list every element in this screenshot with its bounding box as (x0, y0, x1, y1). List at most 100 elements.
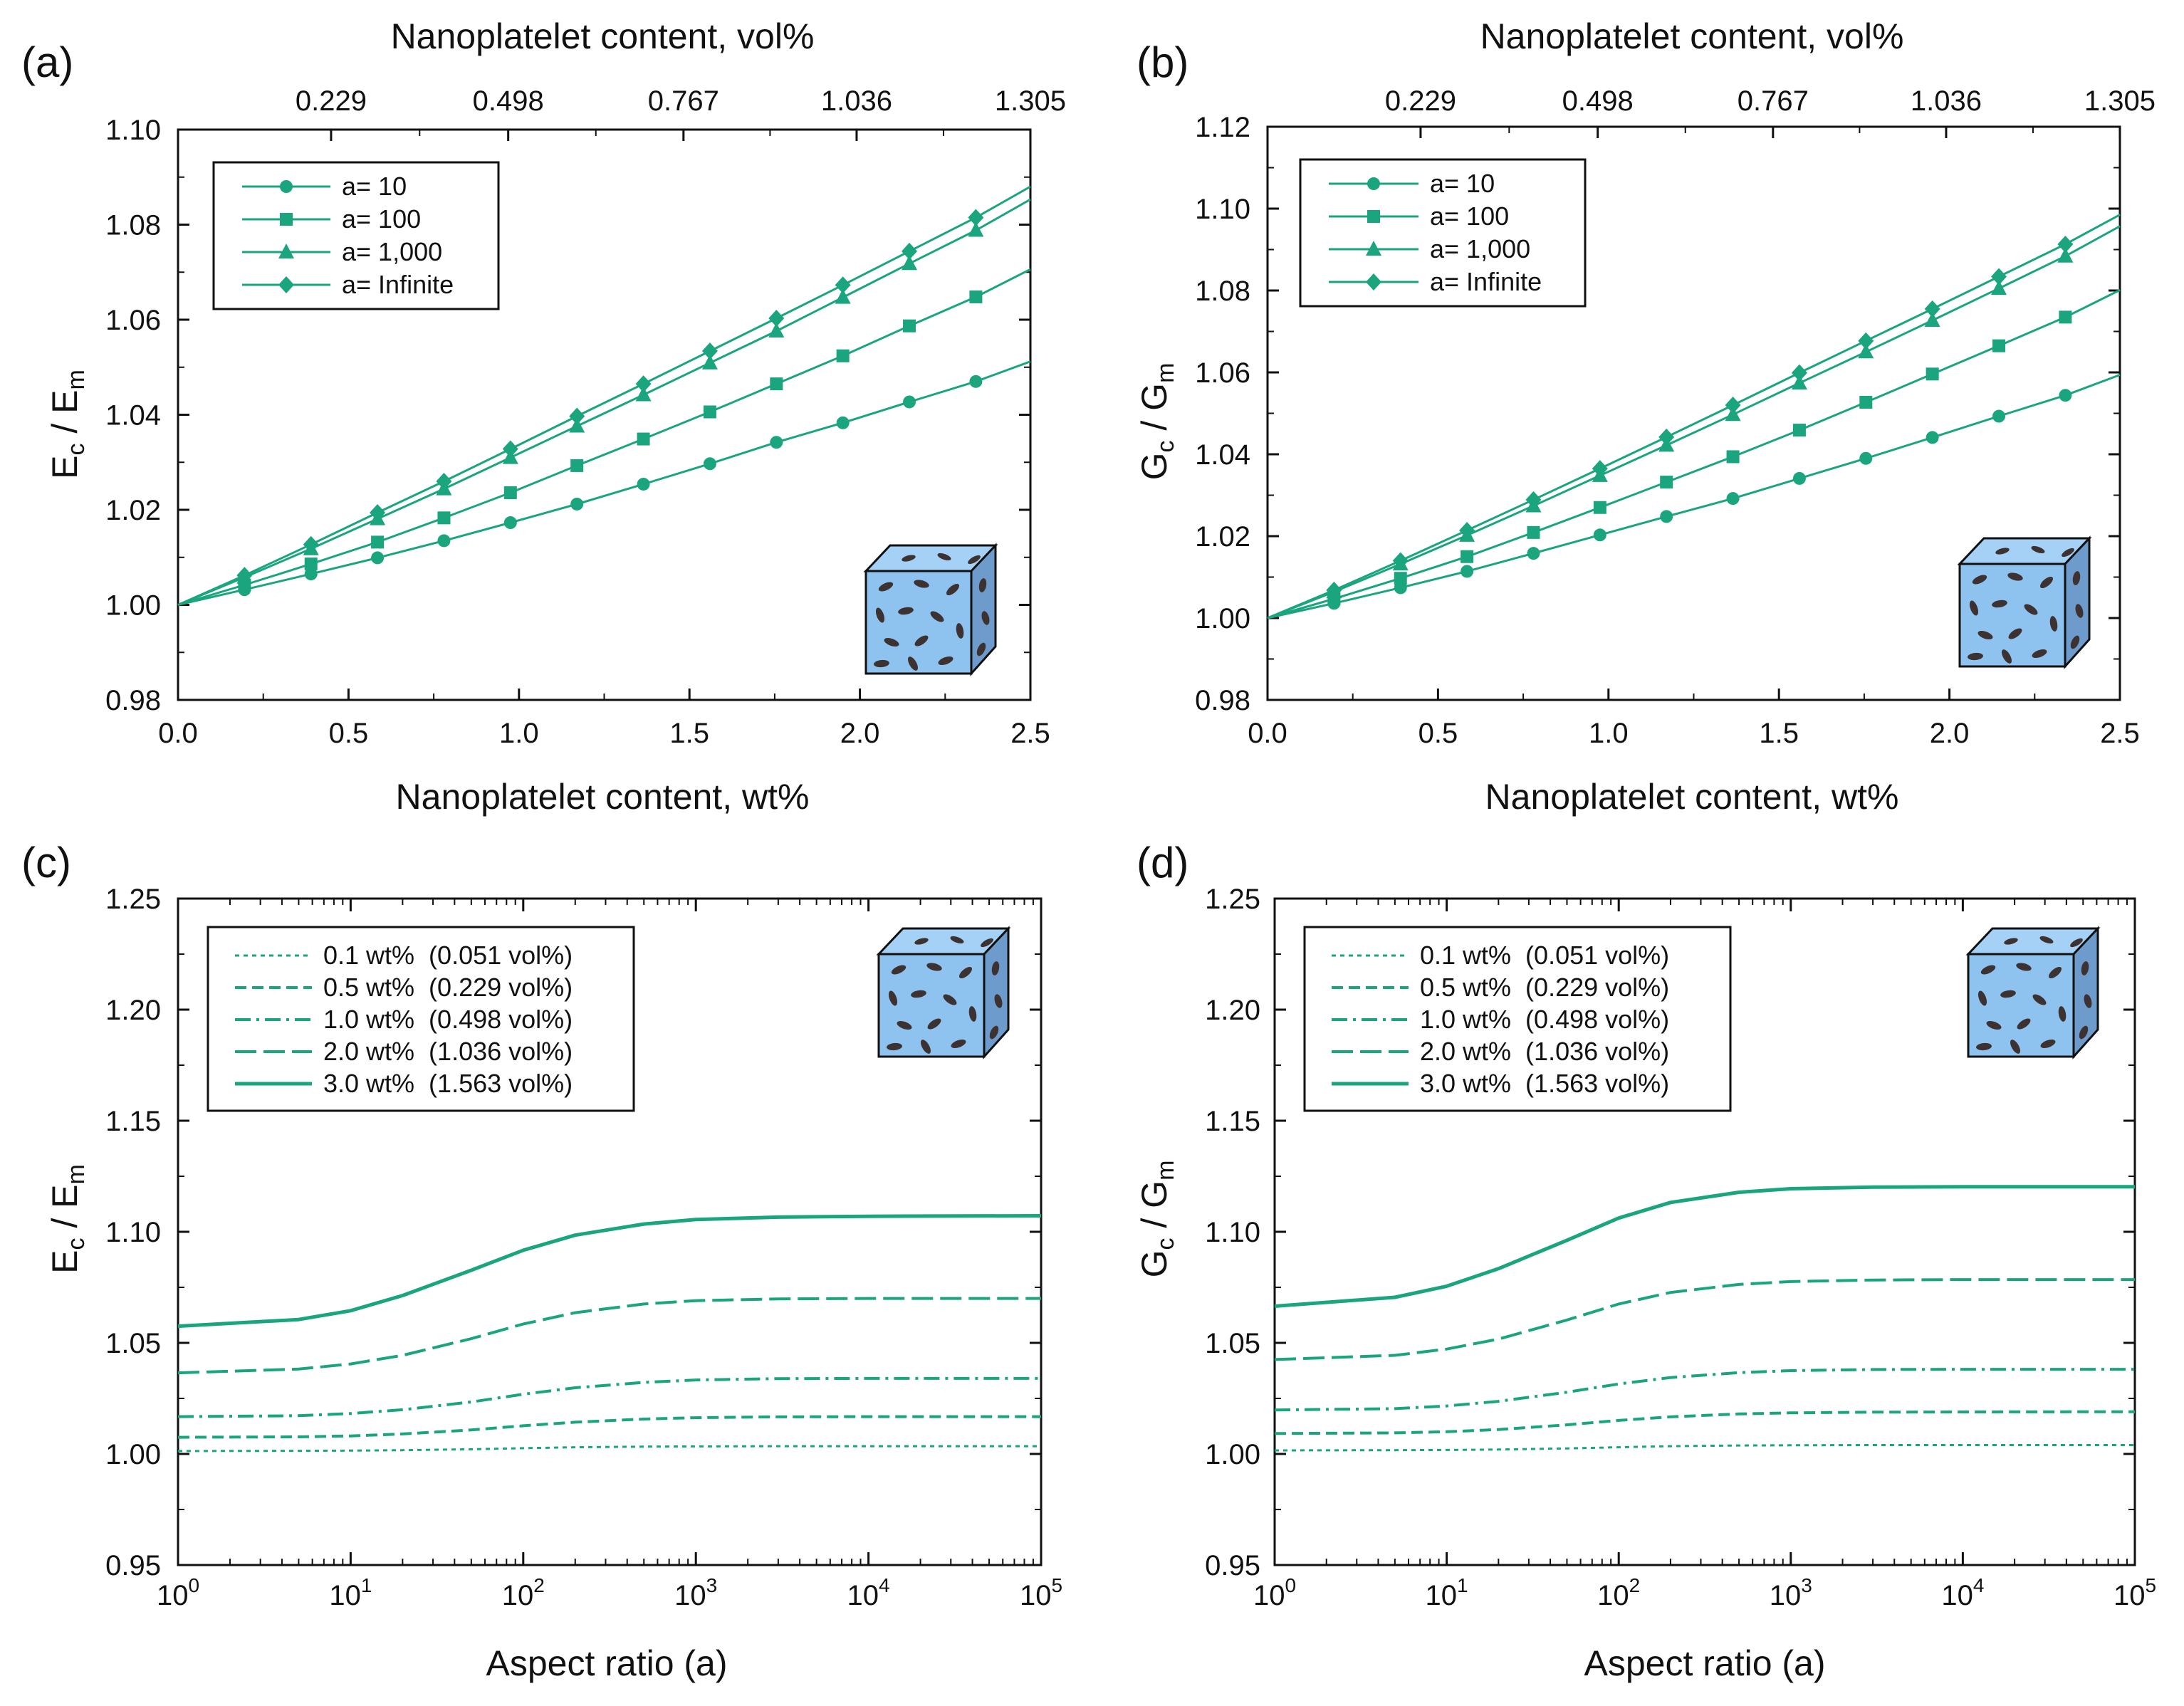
panel-b-y-axis-main: G (1134, 453, 1174, 481)
panel-c-legend-label: 3.0 wt% (1.563 vol%) (323, 1069, 573, 1098)
panel-a-series-line (177, 198, 1031, 606)
panel-b-data-point (1461, 550, 1474, 563)
panel-a-y-axis-title: Ec / Em (45, 370, 90, 479)
panel-a-y-axis-main: E (45, 456, 85, 479)
flake (2070, 635, 2080, 649)
panel-d-legend-label: 1.0 wt% (0.498 vol%) (1420, 1005, 1669, 1034)
panel-a-legend: a= 10 a= 100 a= 1,000 a= Infinite (212, 161, 500, 310)
panel-b-data-point (1926, 431, 1939, 444)
flake (911, 990, 926, 998)
panel-a-data-point (236, 567, 253, 585)
panel-b-x-tick-labels: 0.0 0.5 1.0 1.5 2.0 2.5 (1248, 718, 2140, 749)
panel-a-data-point (370, 504, 386, 522)
panel-a-data-point (437, 511, 451, 525)
panel-c-x-tick-exp: 4 (879, 1574, 890, 1596)
panel-a-top-tick-label: 0.229 (296, 85, 367, 117)
panel-b-series-line (1267, 374, 2121, 619)
panel-a-data-point (968, 209, 984, 226)
flake (956, 623, 964, 639)
panel-a-data-point (903, 319, 916, 333)
panel-d-x-tick-label: 102 (1597, 1574, 1640, 1611)
flake (1972, 575, 1987, 585)
flake (887, 1042, 902, 1051)
flake (2058, 1006, 2067, 1022)
panel-a-legend-label: a= 1,000 (342, 237, 442, 266)
panel-c-y-tick-labels: 0.95 1.00 1.05 1.10 1.15 1.20 1.25 (105, 884, 161, 1581)
panel-b-y-tick-label: 1.00 (1195, 603, 1250, 634)
panel-c-y-axis-main: E (45, 1250, 85, 1274)
panel-b-y-tick-label: 1.08 (1195, 276, 1250, 307)
flake (951, 1039, 966, 1049)
flake (991, 961, 1000, 975)
panel-d-x-tick-exp: 2 (1629, 1574, 1641, 1596)
flake (2084, 994, 2092, 1008)
panel-a-data-point (437, 534, 451, 548)
panel-b-legend-label: a= Infinite (1430, 267, 1542, 296)
chart-marks (177, 125, 2136, 1566)
panel-b-top-tick-label: 0.229 (1385, 85, 1456, 117)
flake (1986, 1020, 2002, 1030)
flake (908, 656, 918, 671)
panel-c-series-line (177, 1445, 1041, 1453)
panel-d-series-line (1274, 1444, 2135, 1452)
panel-d-legend-label: 0.5 wt% (0.229 vol%) (1420, 973, 1669, 1002)
flake (946, 583, 960, 596)
flake (875, 607, 885, 623)
panel-d-series-line (1274, 1185, 2135, 1308)
panel-a-x-tick-label: 1.5 (669, 718, 709, 749)
panel-a-data-point (570, 497, 584, 511)
flake (891, 965, 906, 975)
panel-d-x-tick-labels: 100 101 102 103 104 105 (1253, 1574, 2156, 1611)
panel-b-data-point (1392, 552, 1409, 570)
panel-b-label: (b) (1137, 38, 1188, 86)
panel-d-x-tick-base: 10 (1941, 1580, 1973, 1611)
cube-illustration-icon (863, 543, 998, 676)
panel-c-y-axis-sub1: c (63, 1238, 90, 1250)
panel-c-y-tick-label: 1.20 (105, 995, 161, 1026)
panel-b-data-point (1991, 280, 2007, 295)
panel-a-data-point (304, 558, 318, 571)
panel-b-data-point (2059, 389, 2072, 402)
panel-b-x-tick-label: 2.5 (2100, 718, 2140, 749)
panel-a-legend-marker (278, 276, 294, 293)
panel-d-x-tick-label: 101 (1426, 1574, 1468, 1611)
panel-c-x-tick-label: 105 (1020, 1574, 1062, 1611)
panel-a-series-line (177, 185, 1031, 606)
cube-illustration-icon (1957, 535, 2092, 669)
panel-d-y-tick-labels: 0.95 1.00 1.05 1.10 1.15 1.20 1.25 (1205, 884, 1260, 1581)
panel-a-x-tick-labels: 0.0 0.5 1.0 1.5 2.0 2.5 (158, 718, 1050, 749)
flake (884, 637, 899, 647)
flake (2075, 604, 2084, 618)
flake (2039, 576, 2054, 589)
panel-c-x-tick-labels: 100 101 102 103 104 105 (157, 1574, 1062, 1611)
panel-d-series-line (1274, 1278, 2135, 1361)
panel-a-data-point (503, 486, 517, 499)
panel-a-data-point (701, 354, 718, 370)
panel-d-y-axis-sub2: m (1152, 1161, 1179, 1181)
flake (2016, 963, 2032, 971)
panel-a-data-point (835, 288, 851, 304)
flake (914, 635, 929, 647)
panel-b-data-point (1459, 521, 1475, 539)
panel-a-y-axis-mid: / E (45, 389, 85, 443)
panel-a-data-point (303, 535, 319, 553)
panel-a-top-tick-label: 1.036 (821, 85, 892, 117)
panel-d-y-tick-label: 1.00 (1205, 1439, 1260, 1470)
panel-b-legend-label: a= 1,000 (1430, 234, 1530, 263)
cube-flakes (1976, 936, 2092, 1054)
flake (2032, 649, 2047, 659)
flake (898, 607, 914, 615)
panel-a-data-point (503, 516, 517, 530)
panel-c-legend-label: 0.5 wt% (0.229 vol%) (323, 973, 573, 1002)
panel-d-legend-label: 0.1 wt% (0.051 vol%) (1420, 941, 1669, 970)
panel-c-x-tick-label: 102 (502, 1574, 545, 1611)
panel-b-legend-marker (1367, 210, 1380, 223)
flake (1977, 630, 1993, 640)
panel-c-x-tick-label: 100 (157, 1574, 199, 1611)
panel-c-legend-label: 2.0 wt% (1.036 vol%) (323, 1037, 573, 1066)
panel-a-data-point (768, 323, 785, 338)
flake (2007, 572, 2023, 581)
panel-b-legend-marker (1366, 241, 1381, 256)
flake (943, 994, 957, 1005)
panel-b-data-point (1394, 572, 1407, 585)
